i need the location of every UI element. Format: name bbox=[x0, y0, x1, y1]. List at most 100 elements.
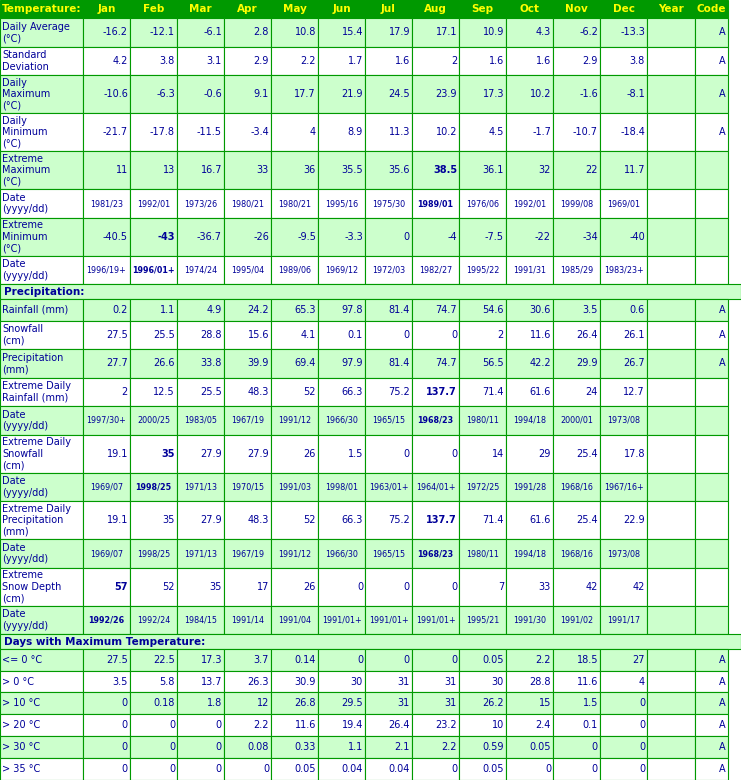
Bar bbox=[365, 349, 412, 378]
Text: 17.3: 17.3 bbox=[201, 654, 222, 665]
Text: -26: -26 bbox=[253, 232, 269, 242]
Bar bbox=[224, 151, 271, 190]
Text: 1994/18: 1994/18 bbox=[513, 549, 546, 558]
Bar bbox=[130, 693, 177, 714]
Text: 1998/25: 1998/25 bbox=[136, 483, 172, 491]
Text: -6.1: -6.1 bbox=[203, 27, 222, 37]
Bar bbox=[459, 378, 506, 406]
Bar bbox=[412, 75, 459, 113]
Text: 10.2: 10.2 bbox=[436, 127, 457, 137]
Text: Date
(yyyy/dd): Date (yyyy/dd) bbox=[2, 259, 48, 281]
Text: 15.4: 15.4 bbox=[342, 27, 363, 37]
Text: 0.05: 0.05 bbox=[294, 764, 316, 774]
Bar bbox=[412, 113, 459, 151]
Bar bbox=[318, 0, 365, 18]
Bar bbox=[412, 0, 459, 18]
Bar bbox=[224, 473, 271, 502]
Text: 5.8: 5.8 bbox=[159, 676, 175, 686]
Bar bbox=[553, 758, 600, 780]
Bar bbox=[130, 539, 177, 568]
Bar bbox=[506, 758, 553, 780]
Bar bbox=[600, 502, 647, 539]
Bar bbox=[506, 75, 553, 113]
Bar bbox=[600, 321, 647, 349]
Bar bbox=[553, 539, 600, 568]
Text: 1991/01+: 1991/01+ bbox=[416, 615, 455, 625]
Bar bbox=[412, 299, 459, 321]
Text: -4: -4 bbox=[448, 232, 457, 242]
Text: 29.5: 29.5 bbox=[342, 698, 363, 708]
Text: -13.3: -13.3 bbox=[620, 27, 645, 37]
Text: A: A bbox=[720, 127, 726, 137]
Text: -40.5: -40.5 bbox=[103, 232, 128, 242]
Bar bbox=[365, 539, 412, 568]
Text: -43: -43 bbox=[158, 232, 175, 242]
Text: 29: 29 bbox=[539, 448, 551, 459]
Bar bbox=[271, 0, 318, 18]
Bar bbox=[83, 349, 130, 378]
Text: 0.14: 0.14 bbox=[295, 654, 316, 665]
Bar bbox=[0, 75, 83, 113]
Bar bbox=[130, 568, 177, 606]
Text: Date
(yyyy/dd): Date (yyyy/dd) bbox=[2, 193, 48, 214]
Text: 1972/03: 1972/03 bbox=[372, 266, 405, 275]
Text: -12.1: -12.1 bbox=[150, 27, 175, 37]
Text: 0: 0 bbox=[216, 743, 222, 752]
Bar bbox=[412, 218, 459, 256]
Bar bbox=[130, 190, 177, 218]
Bar bbox=[224, 406, 271, 434]
Bar bbox=[695, 502, 728, 539]
Bar bbox=[177, 758, 224, 780]
Text: 3.5: 3.5 bbox=[582, 305, 598, 314]
Text: > 30 °C: > 30 °C bbox=[2, 743, 40, 752]
Text: 0.2: 0.2 bbox=[113, 305, 128, 314]
Bar bbox=[647, 47, 695, 75]
Bar bbox=[271, 190, 318, 218]
Text: Extreme
Minimum
(°C): Extreme Minimum (°C) bbox=[2, 220, 47, 254]
Text: > 20 °C: > 20 °C bbox=[2, 720, 40, 730]
Bar bbox=[506, 321, 553, 349]
Bar bbox=[271, 714, 318, 736]
Text: 4.3: 4.3 bbox=[536, 27, 551, 37]
Text: 1991/31: 1991/31 bbox=[513, 266, 546, 275]
Text: A: A bbox=[720, 654, 726, 665]
Bar bbox=[695, 736, 728, 758]
Bar bbox=[0, 18, 83, 47]
Text: Extreme Daily
Precipitation
(mm): Extreme Daily Precipitation (mm) bbox=[2, 504, 71, 537]
Bar bbox=[83, 18, 130, 47]
Bar bbox=[412, 606, 459, 634]
Text: 0: 0 bbox=[451, 654, 457, 665]
Bar bbox=[224, 47, 271, 75]
Text: 32: 32 bbox=[539, 165, 551, 176]
Bar bbox=[553, 671, 600, 693]
Bar bbox=[553, 299, 600, 321]
Text: 1996/19+: 1996/19+ bbox=[87, 266, 127, 275]
Text: 1991/14: 1991/14 bbox=[231, 615, 264, 625]
Bar bbox=[600, 218, 647, 256]
Text: 1.1: 1.1 bbox=[348, 743, 363, 752]
Bar bbox=[600, 758, 647, 780]
Bar bbox=[506, 406, 553, 434]
Text: 15.6: 15.6 bbox=[247, 330, 269, 340]
Bar bbox=[318, 606, 365, 634]
Bar bbox=[459, 693, 506, 714]
Text: 65.3: 65.3 bbox=[294, 305, 316, 314]
Text: 31: 31 bbox=[398, 676, 410, 686]
Text: 2.2: 2.2 bbox=[253, 720, 269, 730]
Bar bbox=[365, 75, 412, 113]
Bar bbox=[0, 151, 83, 190]
Bar bbox=[130, 736, 177, 758]
Text: 1964/01+: 1964/01+ bbox=[416, 483, 455, 491]
Text: -16.2: -16.2 bbox=[103, 27, 128, 37]
Text: 1963/01+: 1963/01+ bbox=[369, 483, 408, 491]
Bar bbox=[600, 18, 647, 47]
Bar bbox=[412, 649, 459, 671]
Bar bbox=[647, 649, 695, 671]
Bar bbox=[365, 568, 412, 606]
Bar bbox=[695, 218, 728, 256]
Text: 1983/05: 1983/05 bbox=[184, 416, 217, 425]
Text: Extreme Daily
Rainfall (mm): Extreme Daily Rainfall (mm) bbox=[2, 381, 71, 402]
Text: 0.08: 0.08 bbox=[247, 743, 269, 752]
Bar bbox=[412, 473, 459, 502]
Bar bbox=[695, 299, 728, 321]
